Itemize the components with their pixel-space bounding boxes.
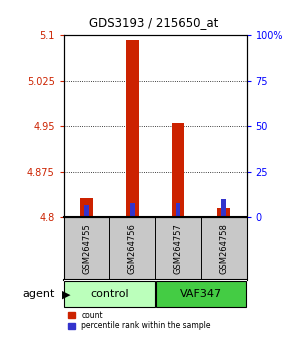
Text: GSM264755: GSM264755 [82, 223, 91, 274]
Text: GSM264758: GSM264758 [219, 223, 228, 274]
FancyBboxPatch shape [156, 281, 246, 307]
Bar [126, 40, 139, 217]
Text: control: control [90, 289, 129, 299]
Text: GDS3193 / 215650_at: GDS3193 / 215650_at [89, 16, 218, 29]
Bar [130, 203, 135, 217]
Text: GSM264756: GSM264756 [128, 223, 137, 274]
Text: VAF347: VAF347 [180, 289, 222, 299]
Bar [80, 198, 93, 217]
Legend: count, percentile rank within the sample: count, percentile rank within the sample [68, 311, 211, 330]
Text: agent: agent [23, 289, 55, 299]
Bar [221, 199, 226, 217]
Text: ▶: ▶ [62, 289, 71, 299]
Bar [176, 203, 180, 217]
Bar [217, 208, 230, 217]
Text: GSM264757: GSM264757 [173, 223, 182, 274]
Bar [84, 205, 89, 217]
FancyBboxPatch shape [64, 281, 155, 307]
Bar [172, 124, 184, 217]
